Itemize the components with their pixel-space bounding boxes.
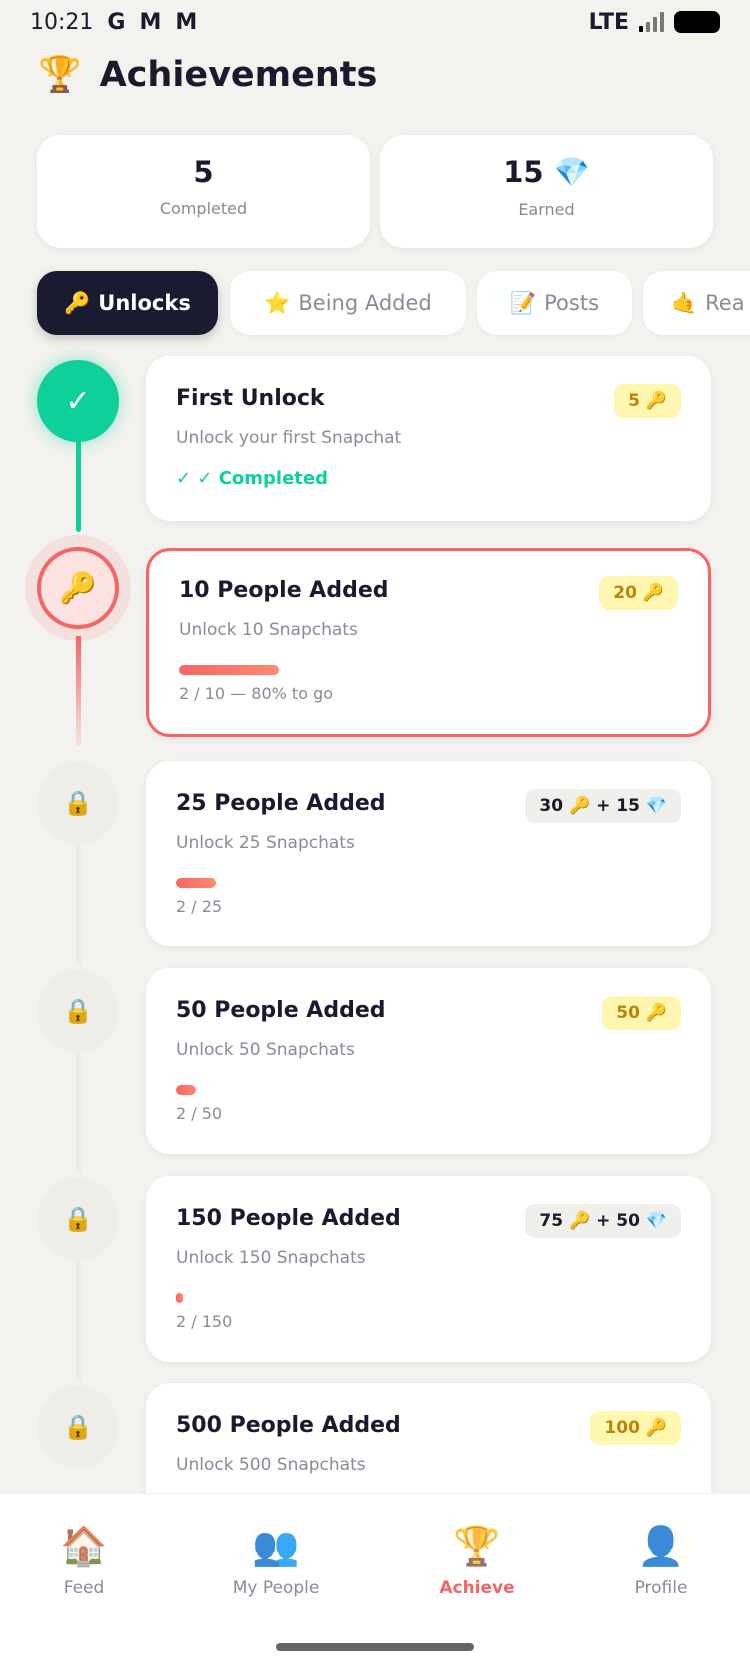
timeline-connector	[76, 1053, 81, 1173]
progress-text: 2 / 150	[176, 1312, 233, 1331]
trophy-icon: 🏆	[453, 1524, 501, 1568]
achievement-card[interactable]: 50 People Added 50 🔑 Unlock 50 Snapchats 2 …	[146, 968, 711, 1154]
stat-label: Earned	[518, 200, 575, 219]
lock-icon: 🔒	[37, 762, 119, 844]
achievement-card[interactable]: 150 People Added 75 🔑 + 50 💎 Unlock 150 Sn…	[146, 1176, 711, 1362]
status-bar: 10:21 G M M LTE	[30, 6, 720, 38]
progress-text: 2 / 10 — 80% to go	[179, 684, 334, 703]
nav-profile[interactable]: 👤 Profile	[586, 1524, 736, 1598]
network-type: LTE	[588, 9, 629, 35]
call-me-hand-icon: 🤙	[671, 290, 698, 315]
progress-bar	[176, 878, 216, 888]
achievement-title: First Unlock	[176, 386, 325, 411]
tab-unlocks[interactable]: 🔑 Unlocks	[37, 271, 218, 335]
progress-bar	[176, 1085, 196, 1095]
star-icon: ⭐	[264, 290, 291, 315]
tab-posts[interactable]: 📝 Posts	[477, 271, 632, 335]
achievement-title: 50 People Added	[176, 998, 386, 1023]
timeline-connector	[76, 1261, 81, 1381]
signal-icon	[639, 12, 664, 32]
people-icon: 👥	[252, 1524, 300, 1568]
checkmark-icon: ✓	[37, 360, 119, 442]
tab-reactions[interactable]: 🤙 Rea	[643, 271, 750, 335]
tab-label: Posts	[544, 291, 600, 315]
key-icon: 🔑	[64, 290, 91, 315]
trophy-icon: 🏆	[38, 55, 82, 95]
person-icon: 👤	[637, 1524, 685, 1568]
progress-text: 2 / 25	[176, 897, 223, 916]
nav-label: My People	[232, 1578, 320, 1598]
reward-badge: 50 🔑	[602, 996, 681, 1030]
nav-feed[interactable]: 🏠 Feed	[9, 1524, 159, 1598]
lock-icon: 🔒	[37, 970, 119, 1052]
gmail-icon: M	[175, 9, 198, 35]
achievement-card[interactable]: First Unlock 5 🔑 Unlock your first Snapcha…	[146, 356, 711, 521]
completed-status: ✓ ✓ Completed	[176, 468, 328, 489]
progress-bar	[176, 1293, 183, 1303]
tab-label: Rea	[705, 291, 745, 315]
tab-label: Unlocks	[98, 291, 191, 315]
stat-earned: 15 💎 Earned	[380, 135, 713, 248]
achievement-title: 150 People Added	[176, 1206, 401, 1231]
achievement-description: Unlock 50 Snapchats	[176, 1040, 355, 1060]
battery-icon	[674, 11, 720, 33]
nav-label: Achieve	[439, 1578, 515, 1598]
reward-badge: 30 🔑 + 15 💎	[525, 789, 681, 823]
achievement-description: Unlock your first Snapchat	[176, 428, 402, 448]
key-icon: 🔑	[37, 547, 119, 629]
nav-achieve[interactable]: 🏆 Achieve	[402, 1524, 552, 1598]
stat-value: 5	[193, 155, 214, 189]
google-icon: G	[107, 9, 126, 35]
reward-badge: 75 🔑 + 50 💎	[525, 1204, 681, 1238]
reward-badge: 100 🔑	[590, 1411, 681, 1445]
status-time: 10:21	[30, 9, 94, 35]
gmail-icon: M	[139, 9, 162, 35]
achievement-description: Unlock 150 Snapchats	[176, 1248, 366, 1268]
memo-icon: 📝	[509, 290, 537, 315]
page-title: Achievements	[99, 54, 378, 95]
tab-label: Being Added	[298, 291, 432, 315]
achievement-card[interactable]: 10 People Added 20 🔑 Unlock 10 Snapchats 2 …	[146, 548, 711, 737]
reward-badge: 20 🔑	[599, 576, 678, 610]
progress-bar	[179, 665, 279, 675]
achievement-title: 500 People Added	[176, 1413, 401, 1438]
nav-label: Profile	[634, 1578, 688, 1598]
house-icon: 🏠	[60, 1524, 108, 1568]
timeline-connector	[76, 845, 81, 965]
progress-text: 2 / 50	[176, 1104, 223, 1123]
nav-my-people[interactable]: 👥 My People	[201, 1524, 351, 1598]
reward-badge: 5 🔑	[614, 384, 681, 418]
achievement-card[interactable]: 25 People Added 30 🔑 + 15 💎 Unlock 25 Snap…	[146, 761, 711, 946]
tab-being-added[interactable]: ⭐ Being Added	[230, 271, 466, 335]
page-header: 🏆 Achievements	[38, 54, 378, 96]
bottom-nav: 🏠 Feed 👥 My People 🏆 Achieve 👤 Profile	[0, 1493, 750, 1667]
achievement-description: Unlock 25 Snapchats	[176, 833, 355, 853]
nav-label: Feed	[63, 1578, 105, 1598]
stat-label: Completed	[159, 199, 248, 218]
achievement-title: 25 People Added	[176, 791, 386, 816]
achievement-description: Unlock 10 Snapchats	[179, 620, 358, 640]
lock-icon: 🔒	[37, 1386, 119, 1468]
achievement-title: 10 People Added	[179, 578, 389, 603]
stat-value: 15 💎	[503, 155, 590, 189]
timeline-connector	[76, 636, 81, 746]
achievement-description: Unlock 500 Snapchats	[176, 1455, 366, 1475]
timeline-connector	[76, 440, 81, 532]
lock-icon: 🔒	[37, 1178, 119, 1260]
stat-completed: 5 Completed	[37, 135, 370, 248]
home-indicator[interactable]	[276, 1643, 474, 1651]
